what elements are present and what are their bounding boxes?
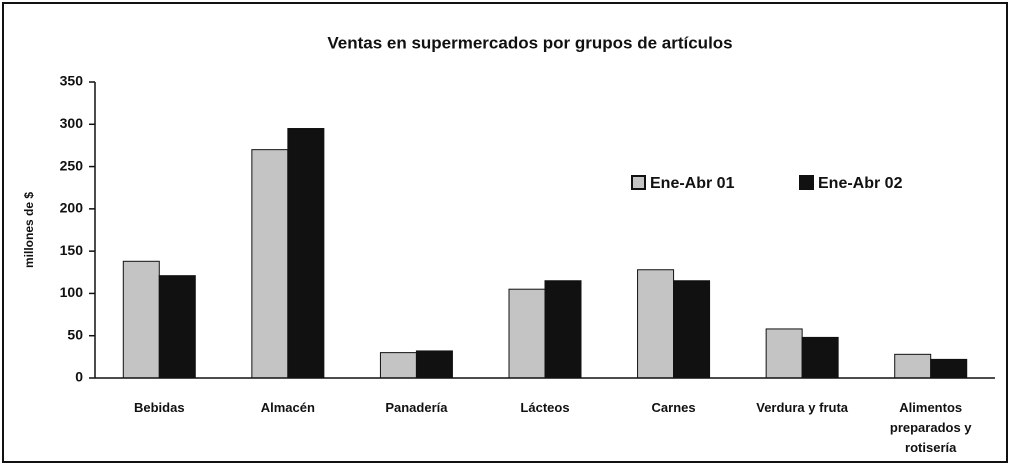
x-tick-label: Verdura y fruta	[756, 400, 849, 415]
bar	[765, 328, 803, 379]
bar	[544, 280, 582, 379]
legend-label: Ene-Abr 02	[818, 175, 903, 192]
legend-label: Ene-Abr 01	[650, 175, 735, 192]
y-tick-label: 250	[60, 157, 84, 173]
bar	[379, 352, 417, 379]
bar	[508, 288, 546, 379]
y-tick-label: 0	[75, 369, 83, 385]
x-tick-label: Almacén	[260, 400, 315, 415]
bar	[894, 353, 932, 379]
x-tick-label: Carnes	[651, 400, 696, 415]
legend-swatch	[631, 175, 646, 190]
bar	[415, 350, 453, 379]
y-tick-label: 100	[60, 284, 84, 300]
x-tick-label: Alimentos preparados y rotisería	[889, 400, 972, 455]
chart-title: Ventas en supermercados por grupos de ar…	[327, 33, 732, 52]
bar	[673, 280, 711, 379]
x-tick-label: Bebidas	[133, 400, 185, 415]
legend-swatch	[799, 175, 814, 190]
y-tick-label: 200	[60, 200, 84, 216]
y-tick-label: 350	[60, 73, 84, 89]
bar	[930, 358, 968, 379]
y-tick-label: 150	[60, 242, 84, 258]
bar	[251, 149, 289, 379]
bar	[122, 260, 160, 379]
bar	[801, 336, 839, 379]
bar	[637, 269, 675, 379]
x-tick-label: Lácteos	[520, 400, 570, 415]
bar	[158, 275, 196, 379]
y-axis-label: millones de $	[22, 192, 36, 268]
y-tick-label: 50	[67, 326, 83, 342]
y-tick-label: 300	[60, 115, 84, 131]
x-tick-label: Panadería	[385, 400, 448, 415]
bar	[287, 128, 325, 379]
